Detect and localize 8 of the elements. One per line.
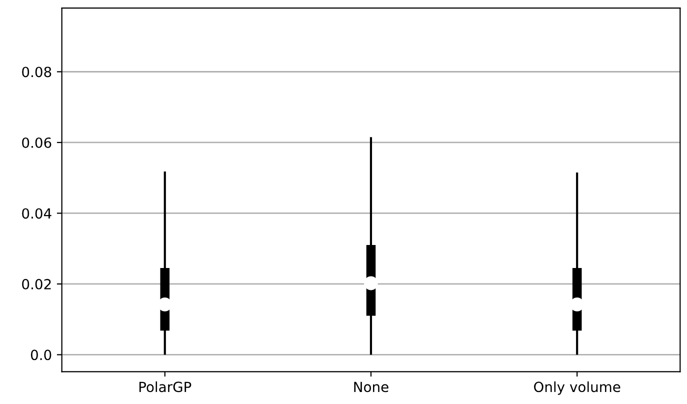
- x-tick-label: None: [354, 382, 388, 392]
- y-tick-label: 0.04: [22, 208, 52, 219]
- x-tick-label: Only volume: [534, 381, 620, 395]
- y-tick-label: 0.08: [22, 66, 52, 78]
- y-tick-label: 0.02: [22, 278, 51, 290]
- y-tick-label: 0.06: [22, 137, 52, 148]
- y-tick-label: 0.0: [30, 350, 52, 360]
- x-tick-label: PolarGP: [139, 381, 192, 392]
